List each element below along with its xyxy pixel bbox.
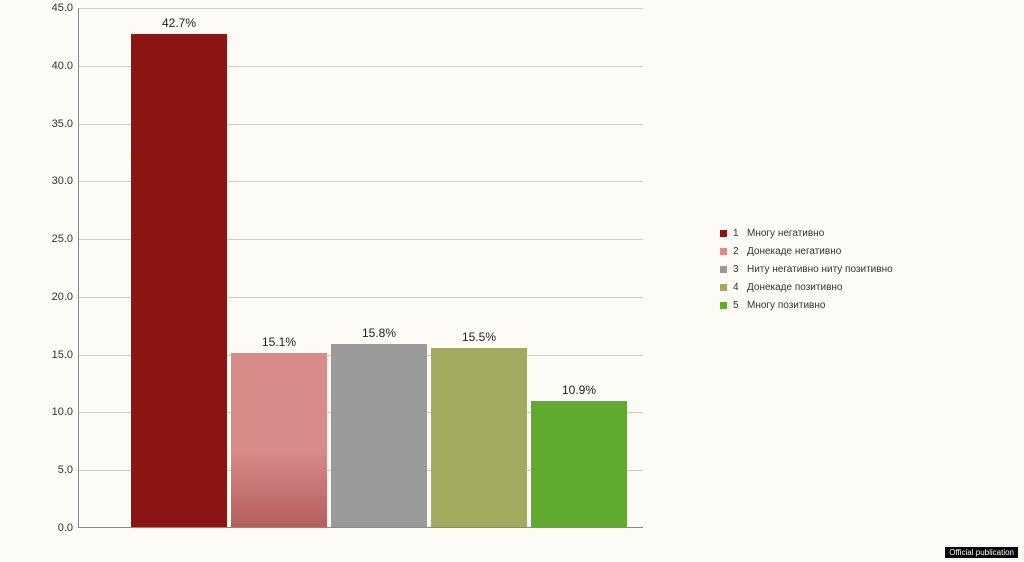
legend-index: 5: [733, 300, 741, 311]
legend-item: 4 Донекаде позитивно: [720, 282, 1000, 293]
legend-label: Донекаде негативно: [747, 246, 841, 257]
bar-chart: Plot Area 42.7%15.1%15.8%15.5%10.9% 0.05…: [38, 8, 643, 546]
legend-swatch: [720, 302, 727, 309]
legend-label: Ниту негативно ниту позитивно: [747, 264, 893, 275]
legend-label: Многу позитивно: [747, 300, 825, 311]
ytick-label: 35.0: [33, 118, 73, 130]
legend-label: Многу негативно: [747, 228, 824, 239]
bar: 15.1%: [231, 353, 327, 527]
bar: 10.9%: [531, 401, 627, 527]
bar: 15.5%: [431, 348, 527, 527]
legend-item: 1 Многу негативно: [720, 228, 1000, 239]
legend-swatch: [720, 266, 727, 273]
ytick-label: 30.0: [33, 175, 73, 187]
ytick-label: 25.0: [33, 233, 73, 245]
plot-area: Plot Area 42.7%15.1%15.8%15.5%10.9%: [78, 8, 643, 528]
ytick-label: 45.0: [33, 2, 73, 14]
legend-item: 5 Многу позитивно: [720, 300, 1000, 311]
legend-index: 2: [733, 246, 741, 257]
bar: 42.7%: [131, 34, 227, 527]
ytick-label: 20.0: [33, 291, 73, 303]
legend-swatch: [720, 284, 727, 291]
ytick-label: 40.0: [33, 60, 73, 72]
bar-value-label: 15.8%: [331, 326, 427, 340]
legend-swatch: [720, 248, 727, 255]
gridline: [79, 8, 643, 9]
legend: 1 Многу негативно 2 Донекаде негативно 3 Ниту…: [720, 228, 1000, 318]
legend-index: 4: [733, 282, 741, 293]
ytick-label: 0.0: [33, 522, 73, 534]
bar-value-label: 15.5%: [431, 330, 527, 344]
watermark-badge: Official publication: [945, 547, 1018, 558]
ytick-label: 5.0: [33, 464, 73, 476]
bar-value-label: 10.9%: [531, 383, 627, 397]
legend-item: 2 Донекаде негативно: [720, 246, 1000, 257]
legend-label: Донекаде позитивно: [747, 282, 842, 293]
bar: 15.8%: [331, 344, 427, 527]
bar-value-label: 15.1%: [231, 335, 327, 349]
legend-index: 3: [733, 264, 741, 275]
ytick-label: 10.0: [33, 406, 73, 418]
bar-value-label: 42.7%: [131, 16, 227, 30]
legend-index: 1: [733, 228, 741, 239]
legend-item: 3 Ниту негативно ниту позитивно: [720, 264, 1000, 275]
legend-swatch: [720, 230, 727, 237]
ytick-label: 15.0: [33, 349, 73, 361]
